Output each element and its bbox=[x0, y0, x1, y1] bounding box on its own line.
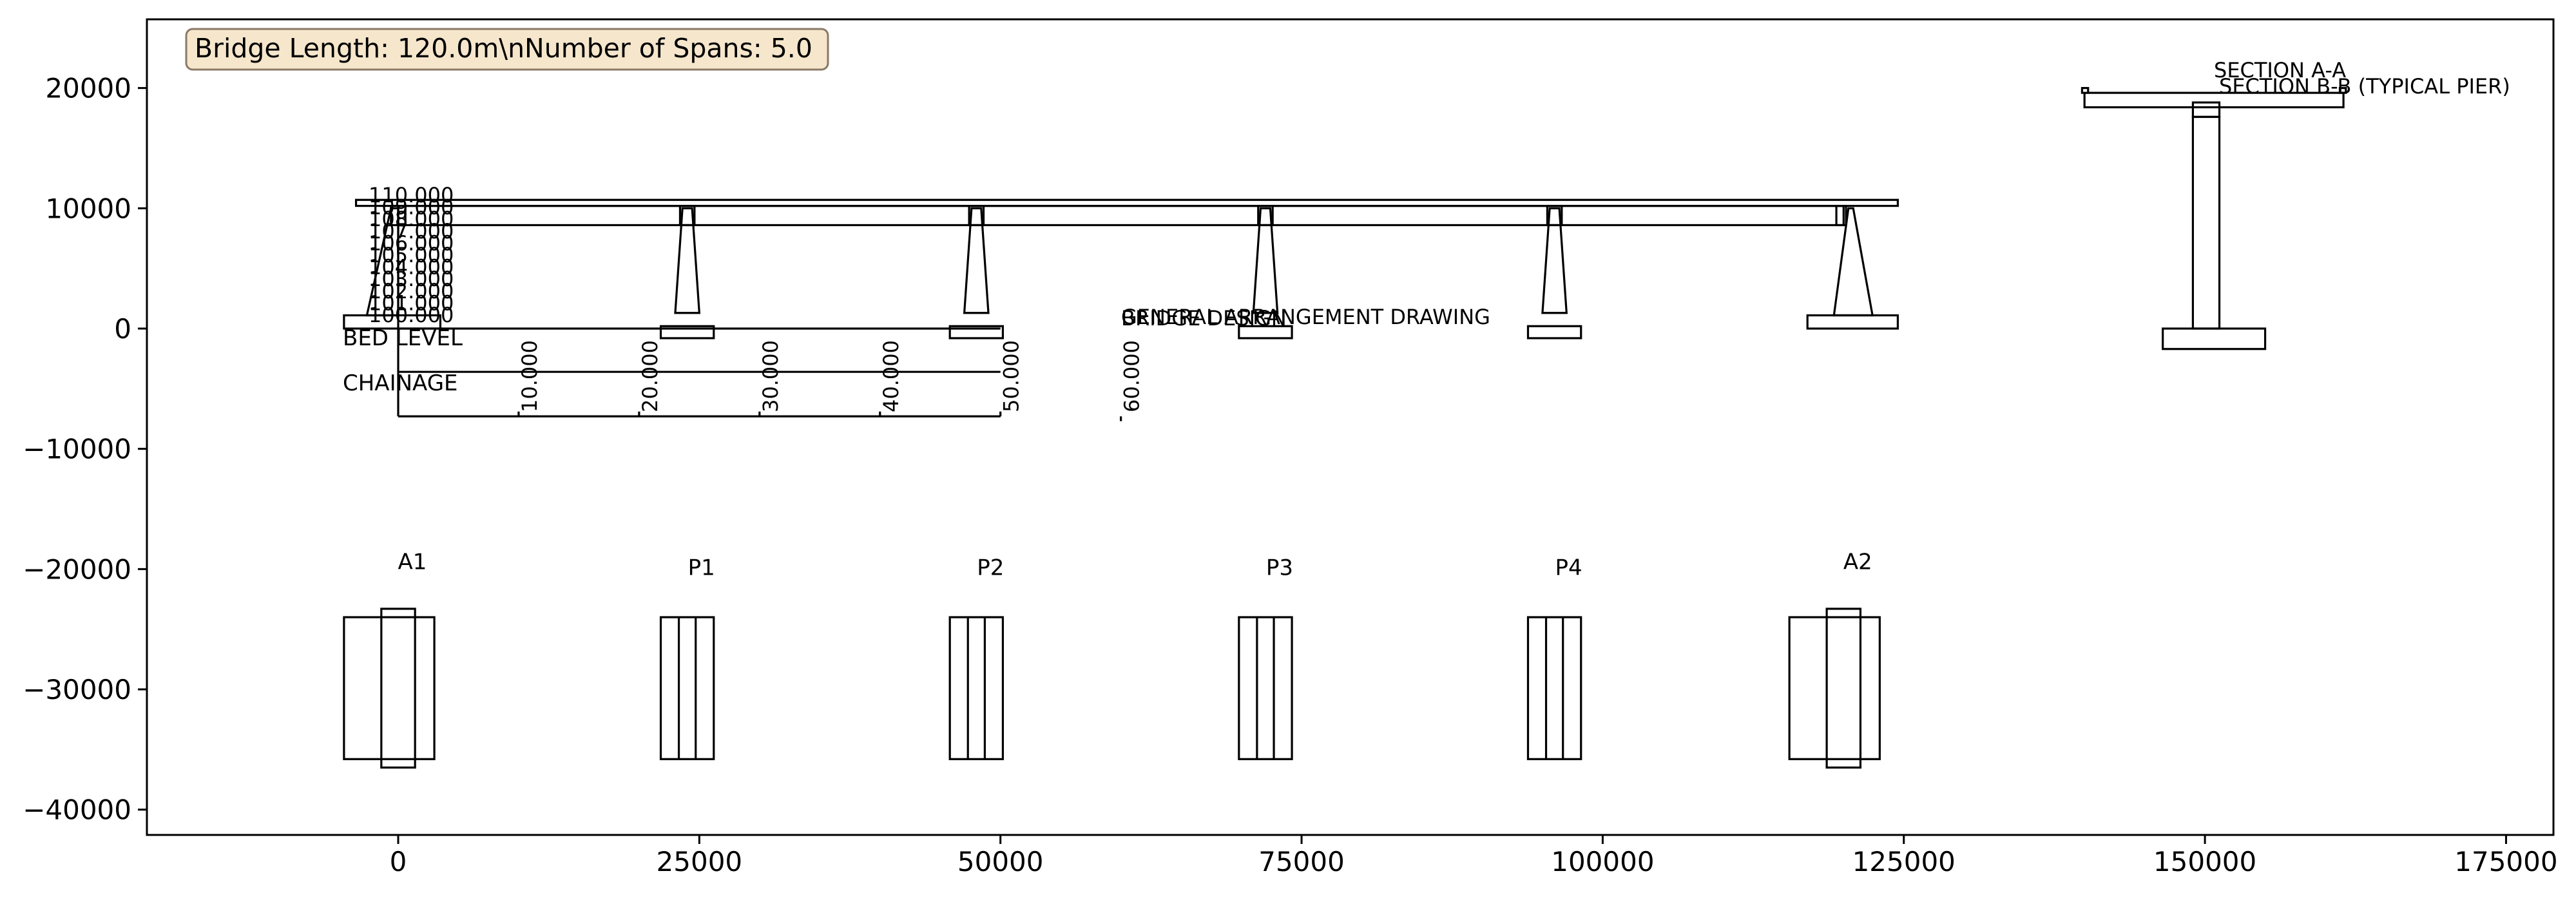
support-labels: A1 P1 P2 P3 P4 A2 bbox=[398, 549, 1872, 580]
support-label-a2: A2 bbox=[1843, 549, 1872, 575]
chainage-labels: 10.000 20.000 30.000 40.000 50.000 60.000 bbox=[517, 340, 1144, 412]
chainage-label-text: 10.000 bbox=[517, 340, 542, 412]
x-tick-label: 50000 bbox=[957, 846, 1044, 877]
abutment-plan-wall bbox=[1825, 608, 1862, 769]
chainage-label-text: 50.000 bbox=[999, 340, 1024, 412]
x-tick-label: 25000 bbox=[657, 846, 743, 877]
y-tick-label: 10000 bbox=[45, 193, 131, 224]
chainage-label-text: 40.000 bbox=[879, 340, 903, 412]
chainage-label-text: 30.000 bbox=[758, 340, 783, 412]
y-tick-label: −10000 bbox=[23, 434, 131, 465]
support-label-p2: P2 bbox=[977, 555, 1004, 581]
level-label: 102.000 bbox=[369, 279, 454, 303]
abutment-plan-wall bbox=[380, 608, 416, 769]
pier-plan-outline bbox=[659, 616, 715, 760]
support-label-a1: A1 bbox=[398, 549, 427, 575]
general-arrangement-title: GENERAL ARRANGEMENT DRAWING bbox=[1121, 305, 1490, 329]
pier-cap bbox=[678, 204, 696, 227]
pier-cap bbox=[1546, 204, 1563, 227]
section-a-kerb-left bbox=[2081, 87, 2090, 94]
level-label: 103.000 bbox=[369, 267, 454, 291]
deck-girder bbox=[397, 204, 1845, 227]
level-label: 100.000 bbox=[369, 303, 454, 327]
section-b-footing bbox=[2162, 327, 2267, 350]
section-a-title: SECTION A-A bbox=[2214, 58, 2346, 82]
x-tick-label: 175000 bbox=[2454, 846, 2557, 877]
x-tick-label: 75000 bbox=[1258, 846, 1345, 877]
section-b-pier-column bbox=[2191, 115, 2221, 330]
pier-elevation bbox=[1252, 207, 1279, 314]
pier-footing bbox=[659, 325, 715, 340]
section-a-deck bbox=[2083, 91, 2345, 109]
section-a-kerb-right bbox=[2338, 87, 2347, 94]
section-b-pier-cap bbox=[2191, 101, 2221, 119]
axes-frame bbox=[146, 18, 2555, 836]
y-tick-label: −40000 bbox=[23, 794, 131, 826]
y-tick-label: −20000 bbox=[23, 553, 131, 585]
x-tick-label: 0 bbox=[390, 846, 407, 877]
pier-cap bbox=[1257, 204, 1274, 227]
bed-level-label: BED LEVEL bbox=[343, 325, 463, 351]
pier-plan-outline bbox=[1526, 616, 1582, 760]
abutment-plan-outline bbox=[343, 616, 436, 760]
y-tick-label: 20000 bbox=[45, 73, 131, 104]
chainage-label-text: 20.000 bbox=[638, 340, 662, 412]
x-tick-label: 150000 bbox=[2153, 846, 2256, 877]
pier-cap bbox=[968, 204, 985, 227]
abutment-a2-cap bbox=[1835, 204, 1847, 227]
level-labels: 100.000101.000102.000103.000104.000105.0… bbox=[369, 183, 454, 327]
level-label: 109.000 bbox=[369, 195, 454, 220]
level-label: 107.000 bbox=[369, 219, 454, 244]
abutment-a2-wall bbox=[1832, 207, 1874, 317]
level-label: 106.000 bbox=[369, 231, 454, 255]
y-tick-label: 0 bbox=[114, 313, 131, 345]
pier-footing bbox=[1526, 325, 1582, 340]
level-label: 101.000 bbox=[369, 291, 454, 315]
level-label: 105.000 bbox=[369, 243, 454, 267]
info-box: Bridge Length: 120.0m\nNumber of Spans: … bbox=[185, 28, 829, 71]
pier-plan-outline bbox=[948, 616, 1004, 760]
level-label: 110.000 bbox=[369, 183, 454, 207]
y-tick-label: −30000 bbox=[23, 674, 131, 705]
pier-plan-outline bbox=[1238, 616, 1293, 760]
support-label-p3: P3 bbox=[1266, 555, 1293, 581]
support-label-p1: P1 bbox=[688, 555, 715, 581]
drawing-layer bbox=[343, 87, 2347, 769]
pier-elevation bbox=[1541, 207, 1568, 314]
bridge-design-title: BRIDGE DESIGN bbox=[1121, 306, 1287, 330]
x-tick-label: 125000 bbox=[1852, 846, 1956, 877]
support-label-p4: P4 bbox=[1555, 555, 1582, 581]
pier-footing bbox=[948, 325, 1004, 340]
pier-elevation bbox=[674, 207, 701, 314]
section-b-title: SECTION B-B (TYPICAL PIER) bbox=[2219, 74, 2510, 99]
x-tick-label: 100000 bbox=[1551, 846, 1654, 877]
axis-ticks: 0 25000 50000 75000 100000 125000 150000 175000… bbox=[23, 73, 2557, 877]
pier-footing bbox=[1238, 325, 1293, 340]
pier-elevation bbox=[963, 207, 990, 314]
info-box-text: Bridge Length: 120.0m\nNumber of Spans: … bbox=[195, 33, 812, 64]
chainage-label: CHAINAGE bbox=[343, 370, 458, 396]
abutment-plan-outline bbox=[1788, 616, 1881, 760]
abutment-a2-footing bbox=[1806, 314, 1899, 330]
level-label: 104.000 bbox=[369, 255, 454, 280]
info-box-background bbox=[185, 28, 829, 71]
level-label: 108.000 bbox=[369, 207, 454, 231]
chainage-label-text: 60.000 bbox=[1120, 340, 1144, 412]
